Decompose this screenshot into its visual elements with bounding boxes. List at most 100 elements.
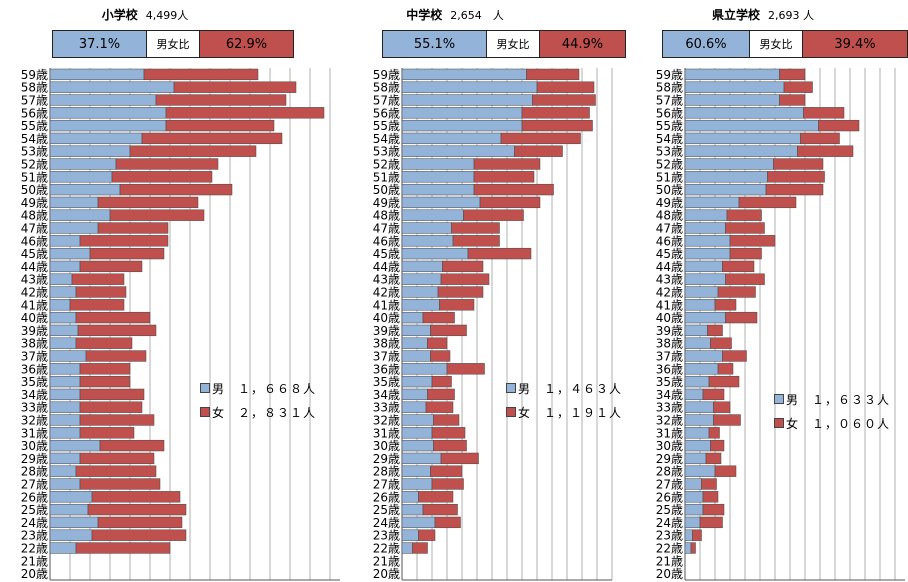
legend: 男 １，６６８人 女 ２，８３１人 bbox=[200, 377, 316, 425]
bar-male bbox=[401, 286, 439, 298]
bar-female bbox=[467, 247, 532, 260]
bar-female bbox=[500, 132, 581, 145]
panel-prefectural: 県立学校 2,693 人 60.6% 男女比 39.4% 59歳 58歳 57歳 56歳… bbox=[618, 0, 908, 582]
panel-title-text: 小学校 bbox=[101, 8, 138, 22]
age-tick-label: 31歳 bbox=[21, 426, 48, 440]
bar-female bbox=[69, 299, 125, 311]
bar-male bbox=[49, 196, 99, 209]
age-tick-label: 59歳 bbox=[21, 68, 48, 82]
age-tick-label: 24歳 bbox=[21, 516, 48, 530]
male-ratio: 60.6% bbox=[663, 31, 750, 57]
age-tick-label: 26歳 bbox=[21, 490, 48, 504]
bar-female bbox=[75, 542, 171, 554]
bar-female bbox=[690, 542, 696, 554]
bar-male bbox=[49, 273, 73, 285]
age-tick-label: 29歳 bbox=[373, 452, 400, 466]
bar-female bbox=[87, 503, 187, 516]
age-tick-label: 35歳 bbox=[21, 375, 48, 389]
bar-female bbox=[473, 158, 541, 170]
age-tick-label: 30歳 bbox=[373, 439, 400, 453]
bar-male bbox=[49, 503, 89, 516]
bar-female bbox=[463, 209, 524, 221]
bar-male bbox=[401, 247, 469, 260]
age-tick-label: 50歳 bbox=[656, 183, 683, 197]
bar-female bbox=[714, 299, 737, 311]
age-tick-label: 47歳 bbox=[373, 222, 400, 236]
age-tick-label: 41歳 bbox=[373, 298, 400, 312]
age-tick-label: 51歳 bbox=[21, 170, 48, 184]
bar-female bbox=[79, 363, 131, 375]
bar-female bbox=[779, 68, 806, 81]
bar-male bbox=[49, 183, 121, 196]
bar-male bbox=[49, 465, 77, 477]
legend: 男 １，４６３人 女 １，１９１人 bbox=[506, 377, 622, 425]
bar-female bbox=[79, 427, 135, 439]
age-tick-label: 27歳 bbox=[656, 478, 683, 492]
age-tick-label: 38歳 bbox=[21, 337, 48, 351]
age-tick-label: 38歳 bbox=[656, 337, 683, 351]
age-tick-label: 28歳 bbox=[373, 465, 400, 479]
bar-male bbox=[684, 478, 702, 490]
age-tick-label: 56歳 bbox=[21, 106, 48, 120]
bar-female bbox=[97, 516, 183, 529]
bar-male bbox=[401, 401, 427, 413]
bar-female bbox=[75, 311, 151, 324]
bar-female bbox=[412, 542, 428, 554]
bar-male bbox=[49, 478, 81, 490]
bar-male bbox=[49, 107, 167, 119]
age-tick-label: 54歳 bbox=[21, 132, 48, 146]
bar-male bbox=[49, 337, 77, 349]
age-tick-label: 50歳 bbox=[373, 183, 400, 197]
legend-male-swatch bbox=[200, 383, 210, 393]
age-tick-label: 52歳 bbox=[373, 158, 400, 172]
bar-male bbox=[49, 350, 87, 362]
age-tick-label: 44歳 bbox=[656, 260, 683, 274]
bar-female bbox=[75, 286, 127, 298]
age-tick-label: 35歳 bbox=[656, 375, 683, 389]
bar-female bbox=[91, 529, 187, 541]
legend-female-text: 女 ２，８３１人 bbox=[212, 406, 317, 420]
bar-male bbox=[49, 260, 81, 273]
age-tick-label: 29歳 bbox=[21, 452, 48, 466]
bar-female bbox=[725, 273, 765, 285]
bar-female bbox=[765, 183, 824, 196]
age-tick-label: 48歳 bbox=[21, 209, 48, 223]
male-ratio: 37.1% bbox=[53, 31, 147, 57]
bar-female bbox=[803, 107, 845, 119]
bar-female bbox=[430, 465, 463, 477]
age-tick-label: 27歳 bbox=[21, 478, 48, 492]
female-ratio: 39.4% bbox=[803, 31, 907, 57]
bar-female bbox=[165, 107, 325, 119]
bar-female bbox=[440, 452, 479, 465]
age-tick-label: 38歳 bbox=[373, 337, 400, 351]
bar-female bbox=[173, 81, 297, 93]
panel-title-text: 県立学校 bbox=[711, 8, 760, 22]
bar-male bbox=[684, 299, 716, 311]
bar-female bbox=[692, 529, 702, 541]
bar-male bbox=[401, 68, 527, 81]
age-tick-label: 30歳 bbox=[656, 439, 683, 453]
age-tick-label: 40歳 bbox=[656, 311, 683, 325]
age-tick-label: 36歳 bbox=[656, 362, 683, 376]
bar-female bbox=[473, 171, 535, 183]
population-pyramid-chart: 59歳58歳57歳56歳55歳54歳53歳52歳51歳50歳49歳48歳47歳4… bbox=[21, 68, 340, 581]
bar-female bbox=[713, 401, 731, 413]
legend-male: 男 １，４６３人 bbox=[506, 377, 622, 401]
bar-male bbox=[684, 196, 740, 209]
age-tick-label: 39歳 bbox=[373, 324, 400, 338]
bar-female bbox=[422, 311, 455, 324]
bar-female bbox=[75, 337, 133, 349]
bar-female bbox=[705, 452, 722, 465]
age-tick-label: 23歳 bbox=[21, 529, 48, 543]
legend-female-swatch bbox=[200, 407, 210, 417]
bar-female bbox=[452, 235, 500, 247]
bar-female bbox=[119, 183, 233, 196]
age-tick-label: 49歳 bbox=[373, 196, 400, 210]
bar-male bbox=[401, 516, 436, 529]
bar-male bbox=[49, 171, 113, 183]
age-tick-label: 35歳 bbox=[373, 375, 400, 389]
bar-male bbox=[401, 363, 448, 375]
bar-male bbox=[401, 465, 431, 477]
bar-female bbox=[165, 119, 275, 132]
gender-ratio-bar: 55.1% 男女比 44.9% bbox=[382, 30, 626, 58]
